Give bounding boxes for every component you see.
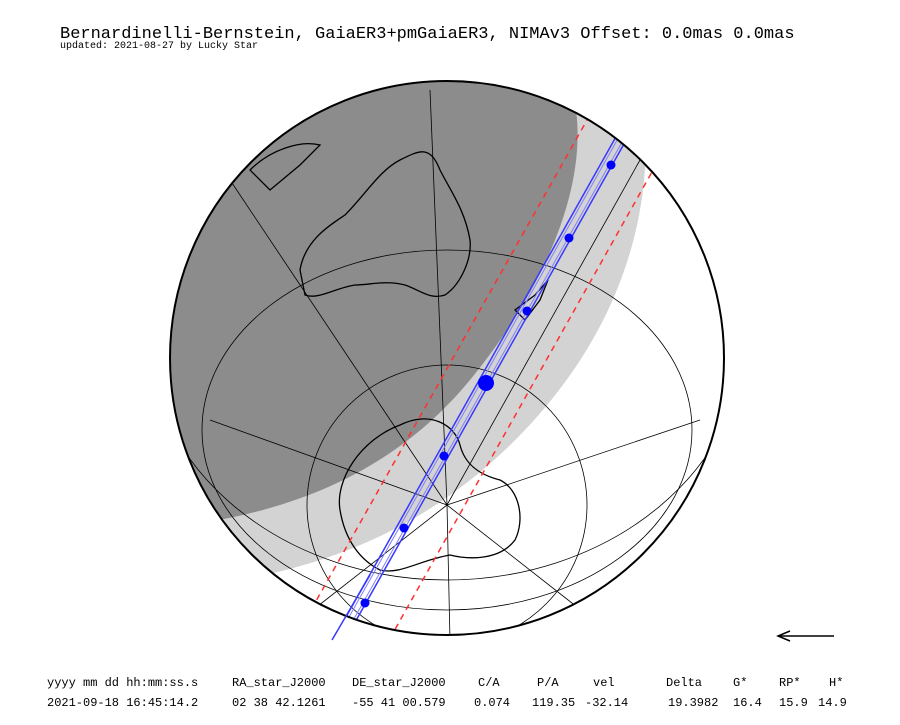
shadow-edge-out [331, 574, 371, 641]
cell: 119.35 [532, 696, 575, 710]
subtitle: updated: 2021-08-27 by Lucky Star [60, 40, 258, 52]
column-header: H* [829, 676, 843, 690]
column-header: G* [733, 676, 747, 690]
column-header: P/A [537, 676, 559, 690]
cell: 16.4 [733, 696, 762, 710]
direction-arrow [776, 630, 834, 642]
cell: -32.14 [585, 696, 628, 710]
globe [170, 81, 724, 635]
coastlines [249, 143, 549, 572]
shadow-edge [318, 81, 663, 635]
column-header: Delta [666, 676, 702, 690]
data-table: yyyy mm dd hh:mm:ss.s RA_star_J2000 DE_sta… [47, 676, 847, 710]
shadow-inner [327, 81, 672, 635]
column-header: yyyy mm dd hh:mm:ss.s [47, 676, 198, 690]
column-header: RP* [779, 676, 801, 690]
cell: 19.3982 [668, 696, 718, 710]
cell: 0.074 [474, 696, 510, 710]
shadow-inner [321, 81, 666, 635]
cell: -55 41 00.579 [352, 696, 446, 710]
cell: 02 38 42.1261 [232, 696, 326, 710]
shadow-path [279, 81, 717, 635]
cell: 14.9 [818, 696, 847, 710]
cell: 2021-09-18 16:45:14.2 [47, 696, 198, 710]
cell: 15.9 [779, 696, 808, 710]
globe-outline [169, 80, 725, 636]
column-header: vel [593, 676, 615, 690]
shadow-edge [330, 81, 675, 635]
column-header: RA_star_J2000 [232, 676, 326, 690]
column-header: C/A [478, 676, 500, 690]
column-header: DE_star_J2000 [352, 676, 446, 690]
title: Bernardinelli-Bernstein, GaiaER3+pmGaiaE… [60, 25, 795, 44]
